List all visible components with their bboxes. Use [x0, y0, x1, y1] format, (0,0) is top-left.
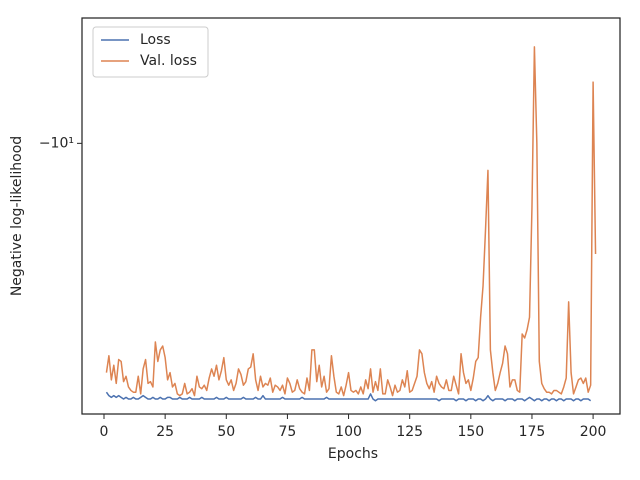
x-tick-label: 125 — [396, 424, 423, 440]
x-tick-label: 75 — [279, 424, 297, 440]
line — [105, 46, 597, 397]
x-tick-label: 50 — [217, 424, 235, 440]
x-axis-label: Epochs — [328, 446, 378, 462]
x-tick-label: 150 — [457, 424, 484, 440]
legend-label: Loss — [140, 32, 171, 48]
y-tick-label: −10¹ — [39, 135, 74, 151]
legend-label: Val. loss — [140, 53, 197, 69]
x-tick-label: 100 — [335, 424, 362, 440]
x-tick-label: 25 — [156, 424, 174, 440]
plot-frame — [81, 17, 621, 415]
x-tick-label: 200 — [580, 424, 607, 440]
y-axis-label: Negative log-likelihood — [9, 136, 25, 296]
x-tick-label: 175 — [519, 424, 546, 440]
line — [105, 391, 592, 402]
x-tick-label: 0 — [100, 424, 109, 440]
